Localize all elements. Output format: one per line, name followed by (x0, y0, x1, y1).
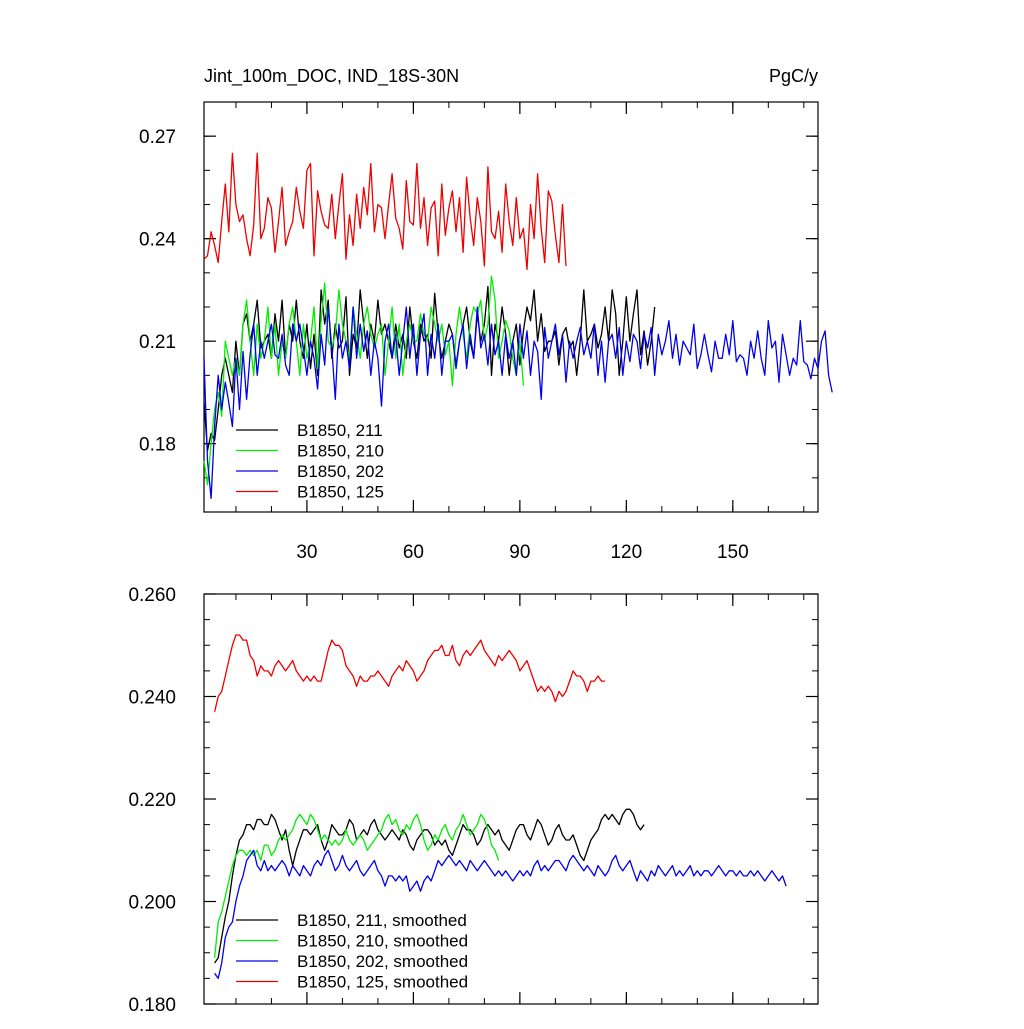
bottom-series-line-2 (214, 849, 787, 980)
bottom-legend-label-3: B1850, 125, smoothed (297, 973, 468, 992)
top-x-tick-label: 30 (296, 542, 317, 563)
top-x-tick-label: 150 (717, 542, 749, 563)
top-legend-label-3: B1850, 125 (297, 483, 384, 502)
bottom-y-tick-label: 0.260 (128, 585, 176, 606)
bottom-legend-label-0: B1850, 211, smoothed (297, 911, 467, 930)
top-y-tick-label: 0.21 (139, 332, 176, 353)
top-series-line-2 (203, 306, 833, 499)
top-legend-label-0: B1850, 211 (297, 421, 383, 440)
top-x-tick-label: 60 (403, 542, 424, 563)
top-legend-label-1: B1850, 210 (297, 442, 384, 461)
top-series-line-1 (203, 275, 525, 486)
top-y-tick-label: 0.18 (139, 435, 176, 456)
bottom-legend-label-1: B1850, 210, smoothed (297, 932, 468, 951)
top-legend-label-2: B1850, 202 (297, 462, 384, 481)
bottom-series-line-1 (213, 813, 500, 958)
bottom-legend-label-2: B1850, 202, smoothed (297, 952, 468, 971)
units-label: PgC/y (769, 66, 818, 86)
top-series-line-0 (203, 285, 656, 452)
top-y-tick-label: 0.24 (139, 230, 176, 251)
bottom-y-tick-label: 0.240 (128, 688, 176, 709)
chart-title: Jint_100m_DOC, IND_18S-30N (204, 66, 459, 87)
top-x-tick-label: 120 (610, 542, 642, 563)
bottom-y-tick-label: 0.200 (128, 893, 176, 914)
bottom-series-line-3 (213, 634, 606, 713)
top-x-tick-label: 90 (509, 542, 530, 563)
top-series-line-3 (203, 152, 567, 271)
top-panel: 0.18 0.21 0.24 0.27 30 60 90 120 150 B1850, 211 B1… (139, 101, 833, 563)
bottom-y-tick-label: 0.180 (128, 995, 176, 1016)
bottom-y-tick-label: 0.220 (128, 790, 176, 811)
bottom-series-line-0 (214, 808, 645, 964)
bottom-panel: 0.180 0.200 0.220 0.240 0.260 B1850, 211, smo… (128, 585, 819, 1016)
top-y-tick-label: 0.27 (139, 127, 176, 148)
